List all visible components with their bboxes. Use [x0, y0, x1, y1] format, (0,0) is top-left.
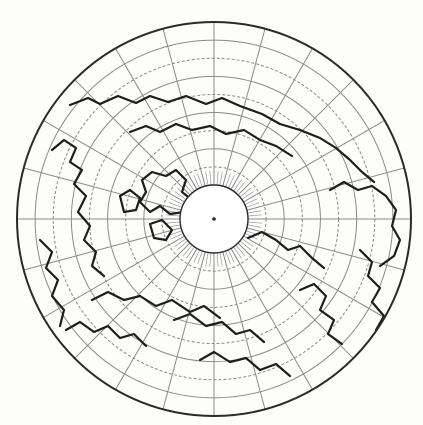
polar-tick — [205, 171, 209, 186]
meridian-line — [243, 120, 385, 203]
polar-tick — [166, 214, 181, 217]
meridian-line — [23, 227, 182, 271]
polar-tick — [209, 171, 212, 186]
polar-tick — [179, 184, 191, 196]
polar-tick — [233, 246, 242, 259]
polar-tick — [230, 248, 239, 261]
polar-tick — [219, 252, 223, 267]
polar-tick — [246, 206, 261, 211]
meridian-line — [162, 251, 206, 410]
polar-tick — [179, 242, 191, 254]
polar-tick — [225, 250, 231, 265]
meridian-line — [23, 167, 182, 211]
coastline-segment — [148, 218, 174, 242]
meridian-line — [74, 79, 191, 196]
polar-tick — [193, 249, 200, 263]
polar-tick — [247, 221, 262, 224]
polar-tick — [166, 221, 181, 224]
polar-tick — [228, 175, 235, 189]
meridian-line — [115, 248, 198, 390]
polar-tick — [244, 198, 258, 205]
meridian-line — [246, 167, 405, 211]
meridian-line — [43, 235, 185, 318]
polar-tick — [177, 240, 189, 251]
coastline-segment — [172, 312, 266, 344]
polar-tick — [245, 202, 260, 208]
polar-tick — [222, 251, 227, 266]
polar-tick — [237, 184, 249, 196]
polar-tick — [174, 191, 187, 200]
meridian-line — [74, 242, 191, 359]
polar-tick — [186, 179, 195, 192]
polar-tick — [230, 177, 239, 190]
polar-tick — [168, 202, 183, 208]
polar-tick — [246, 227, 261, 232]
polar-tick — [225, 173, 231, 188]
polar-tick — [172, 235, 185, 244]
coastline-segment — [64, 320, 148, 348]
polar-tick — [189, 177, 198, 190]
polar-tick — [174, 238, 187, 247]
polar-tick — [170, 198, 184, 205]
meridian-line — [43, 120, 185, 203]
polar-tick — [186, 246, 195, 259]
polar-tick — [201, 172, 206, 187]
coastline-segment — [38, 238, 66, 328]
polar-tick — [237, 242, 249, 254]
polar-tick — [197, 173, 203, 188]
polar-tick — [193, 175, 200, 189]
polar-tick — [219, 171, 223, 186]
meridian-line — [162, 28, 206, 187]
coastline-segment — [128, 122, 294, 158]
polar-tick — [239, 187, 251, 198]
coastline-segment — [68, 94, 376, 184]
polar-tick — [247, 214, 262, 217]
polar-tick — [235, 182, 246, 194]
meridian-line — [222, 251, 266, 410]
polar-tick — [247, 224, 262, 228]
polar-tick — [182, 244, 193, 256]
polar-tick — [243, 194, 256, 203]
polar-tick — [235, 244, 246, 256]
polar-tick — [205, 252, 209, 267]
north-pole-marker — [212, 217, 216, 221]
polar-tick — [241, 238, 254, 247]
polar-tick — [216, 252, 219, 267]
polar-tick — [241, 191, 254, 200]
polar-tick — [209, 252, 212, 267]
polar-tick — [243, 235, 256, 244]
coastline-segment — [198, 350, 292, 378]
polar-tick — [222, 172, 227, 187]
polar-tick — [189, 248, 198, 261]
polar-tick — [239, 240, 251, 251]
polar-tick — [216, 171, 219, 186]
polar-tick — [201, 251, 206, 266]
polar-tick — [167, 206, 182, 211]
coastlines — [38, 94, 402, 378]
meridian-line — [230, 248, 313, 390]
meridian-line — [246, 227, 405, 271]
coastline-segment — [358, 248, 386, 332]
coastline-segment — [328, 180, 402, 268]
polar-tick — [247, 210, 262, 214]
polar-tick — [168, 230, 183, 236]
coastline-segment — [90, 290, 222, 320]
coastline-segment — [50, 138, 106, 278]
coastline-segment — [298, 282, 344, 346]
polar-tick — [233, 179, 242, 192]
polar-tick — [228, 249, 235, 263]
meridian-line — [237, 79, 354, 196]
coastline-segment — [118, 188, 142, 214]
meridian-line — [115, 48, 198, 190]
polar-tick — [167, 227, 182, 232]
meridian-line — [243, 235, 385, 318]
polar-tick — [170, 233, 184, 240]
polar-tick — [197, 250, 203, 265]
polar-tick — [172, 194, 185, 203]
coastline-segment — [246, 230, 326, 270]
map-outline — [16, 21, 412, 417]
